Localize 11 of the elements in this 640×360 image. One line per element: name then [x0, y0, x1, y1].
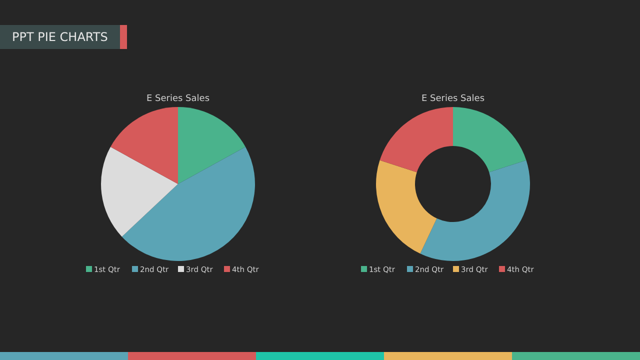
- chart-title: E Series Sales: [146, 94, 210, 104]
- pie-slice: [178, 107, 246, 184]
- pie-slice: [101, 146, 178, 237]
- donut-slice: [420, 160, 530, 261]
- text: PPT PIE CHARTS: [12, 30, 108, 44]
- pie-slice: [110, 107, 178, 184]
- donut-slice: [380, 107, 453, 172]
- donut-slice: [453, 107, 526, 172]
- chart-title: E Series Sales: [421, 94, 485, 104]
- pie-slice: [122, 146, 255, 261]
- donut-slice: [376, 160, 437, 254]
